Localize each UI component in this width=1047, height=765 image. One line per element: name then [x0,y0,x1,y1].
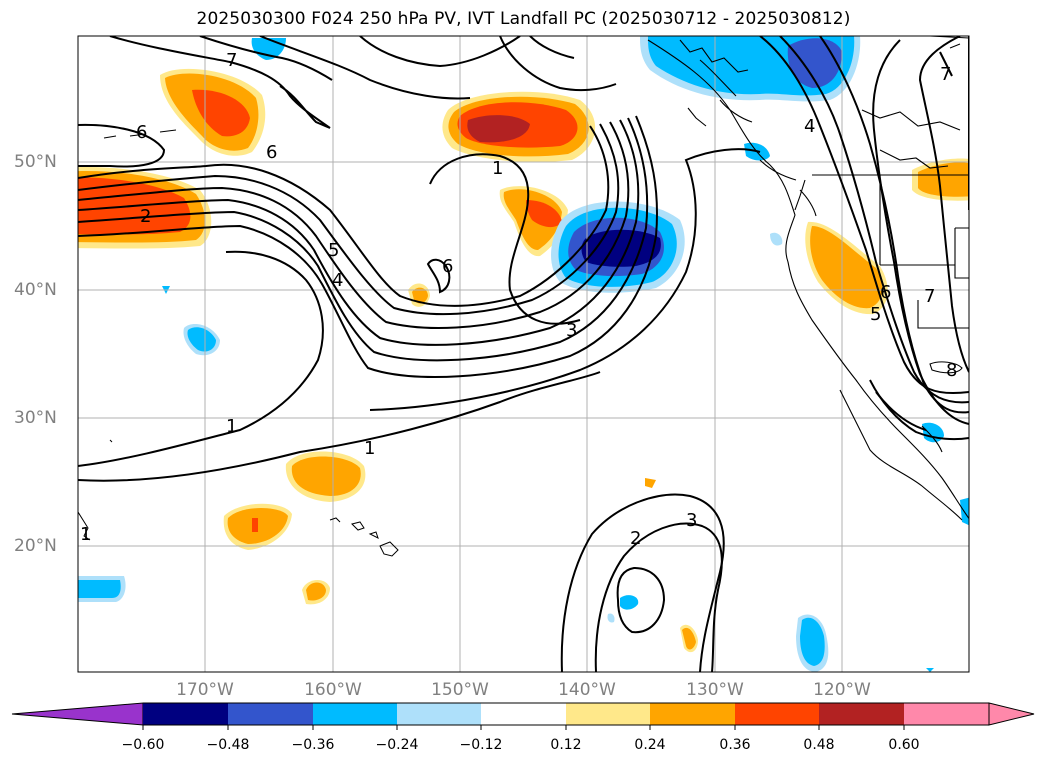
contour-label: 7 [924,286,935,307]
colorbar-bin [143,703,228,725]
lat-label-40n: 40°N [14,280,57,300]
lon-label-130w: 130°W [686,680,744,700]
contour-label: 3 [566,320,577,341]
colorbar-bin [735,703,819,725]
coastlines [647,39,969,521]
colorbar-tick-label: −0.36 [291,737,335,753]
contour-label: 1 [80,524,91,545]
colorbar-bin [397,703,481,725]
colorbar-bin [904,703,989,725]
map-area: 7 6 6 2 5 4 1 6 3 1 1 1 2 3 4 7 6 5 7 8 [78,36,969,672]
graticule [78,36,969,672]
lon-label-170w: 170°W [176,680,234,700]
contour-label: 8 [946,360,957,381]
lon-label-140w: 140°W [558,680,616,700]
lat-label-30n: 30°N [14,408,57,428]
colorbar-bin [566,703,650,725]
contour-label: 5 [870,304,881,325]
contour-label: 1 [364,438,375,459]
colorbar-tick-label: 0.36 [719,737,751,753]
pv-anomaly-shading [78,36,969,672]
contour-label: 4 [332,270,343,291]
contour-label: 6 [442,256,453,277]
colorbar-bin [819,703,904,725]
colorbar-tick-label: 0.24 [634,737,666,753]
colorbar-tick-label: 0.60 [888,737,920,753]
lon-label-120w: 120°W [813,680,871,700]
colorbar-tick-label: −0.60 [121,737,165,753]
lon-label-160w: 160°W [304,680,362,700]
colorbar-tick-label: −0.24 [375,737,419,753]
colorbar-tick-label: −0.48 [206,737,250,753]
colorbar-extend-high [988,702,1035,726]
contour-label: 4 [804,116,815,137]
contour-label: 2 [630,528,641,549]
contour-label: 5 [328,240,339,261]
colorbar-extend-low [11,702,144,726]
colorbar [11,702,1035,730]
lat-label-50n: 50°N [14,152,57,172]
colorbar-bin [650,703,735,725]
ivt-contours [78,36,969,672]
lat-label-20n: 20°N [14,536,57,556]
colorbar-tick-label: −0.12 [459,737,503,753]
colorbar-bin [481,703,566,725]
colorbar-tick-label: 0.48 [803,737,835,753]
contour-label: 6 [266,142,277,163]
colorbar-tick-label: 0.12 [550,737,582,753]
map-frame [77,35,970,673]
contour-label: 1 [226,416,237,437]
lon-label-150w: 150°W [431,680,489,700]
contour-label: 7 [226,50,237,71]
contour-labels: 7 6 6 2 5 4 1 6 3 1 1 1 2 3 4 7 6 5 7 8 [80,50,957,549]
contour-label: 1 [492,158,503,179]
contour-label: 3 [686,510,697,531]
contour-label: 2 [140,206,151,227]
map-title: 2025030300 F024 250 hPa PV, IVT Landfall… [196,9,851,29]
contour-label: 7 [940,64,951,85]
colorbar-bin [228,703,313,725]
contour-label: 6 [880,282,891,303]
contour-label: 6 [136,122,147,143]
colorbar-bin [313,703,397,725]
